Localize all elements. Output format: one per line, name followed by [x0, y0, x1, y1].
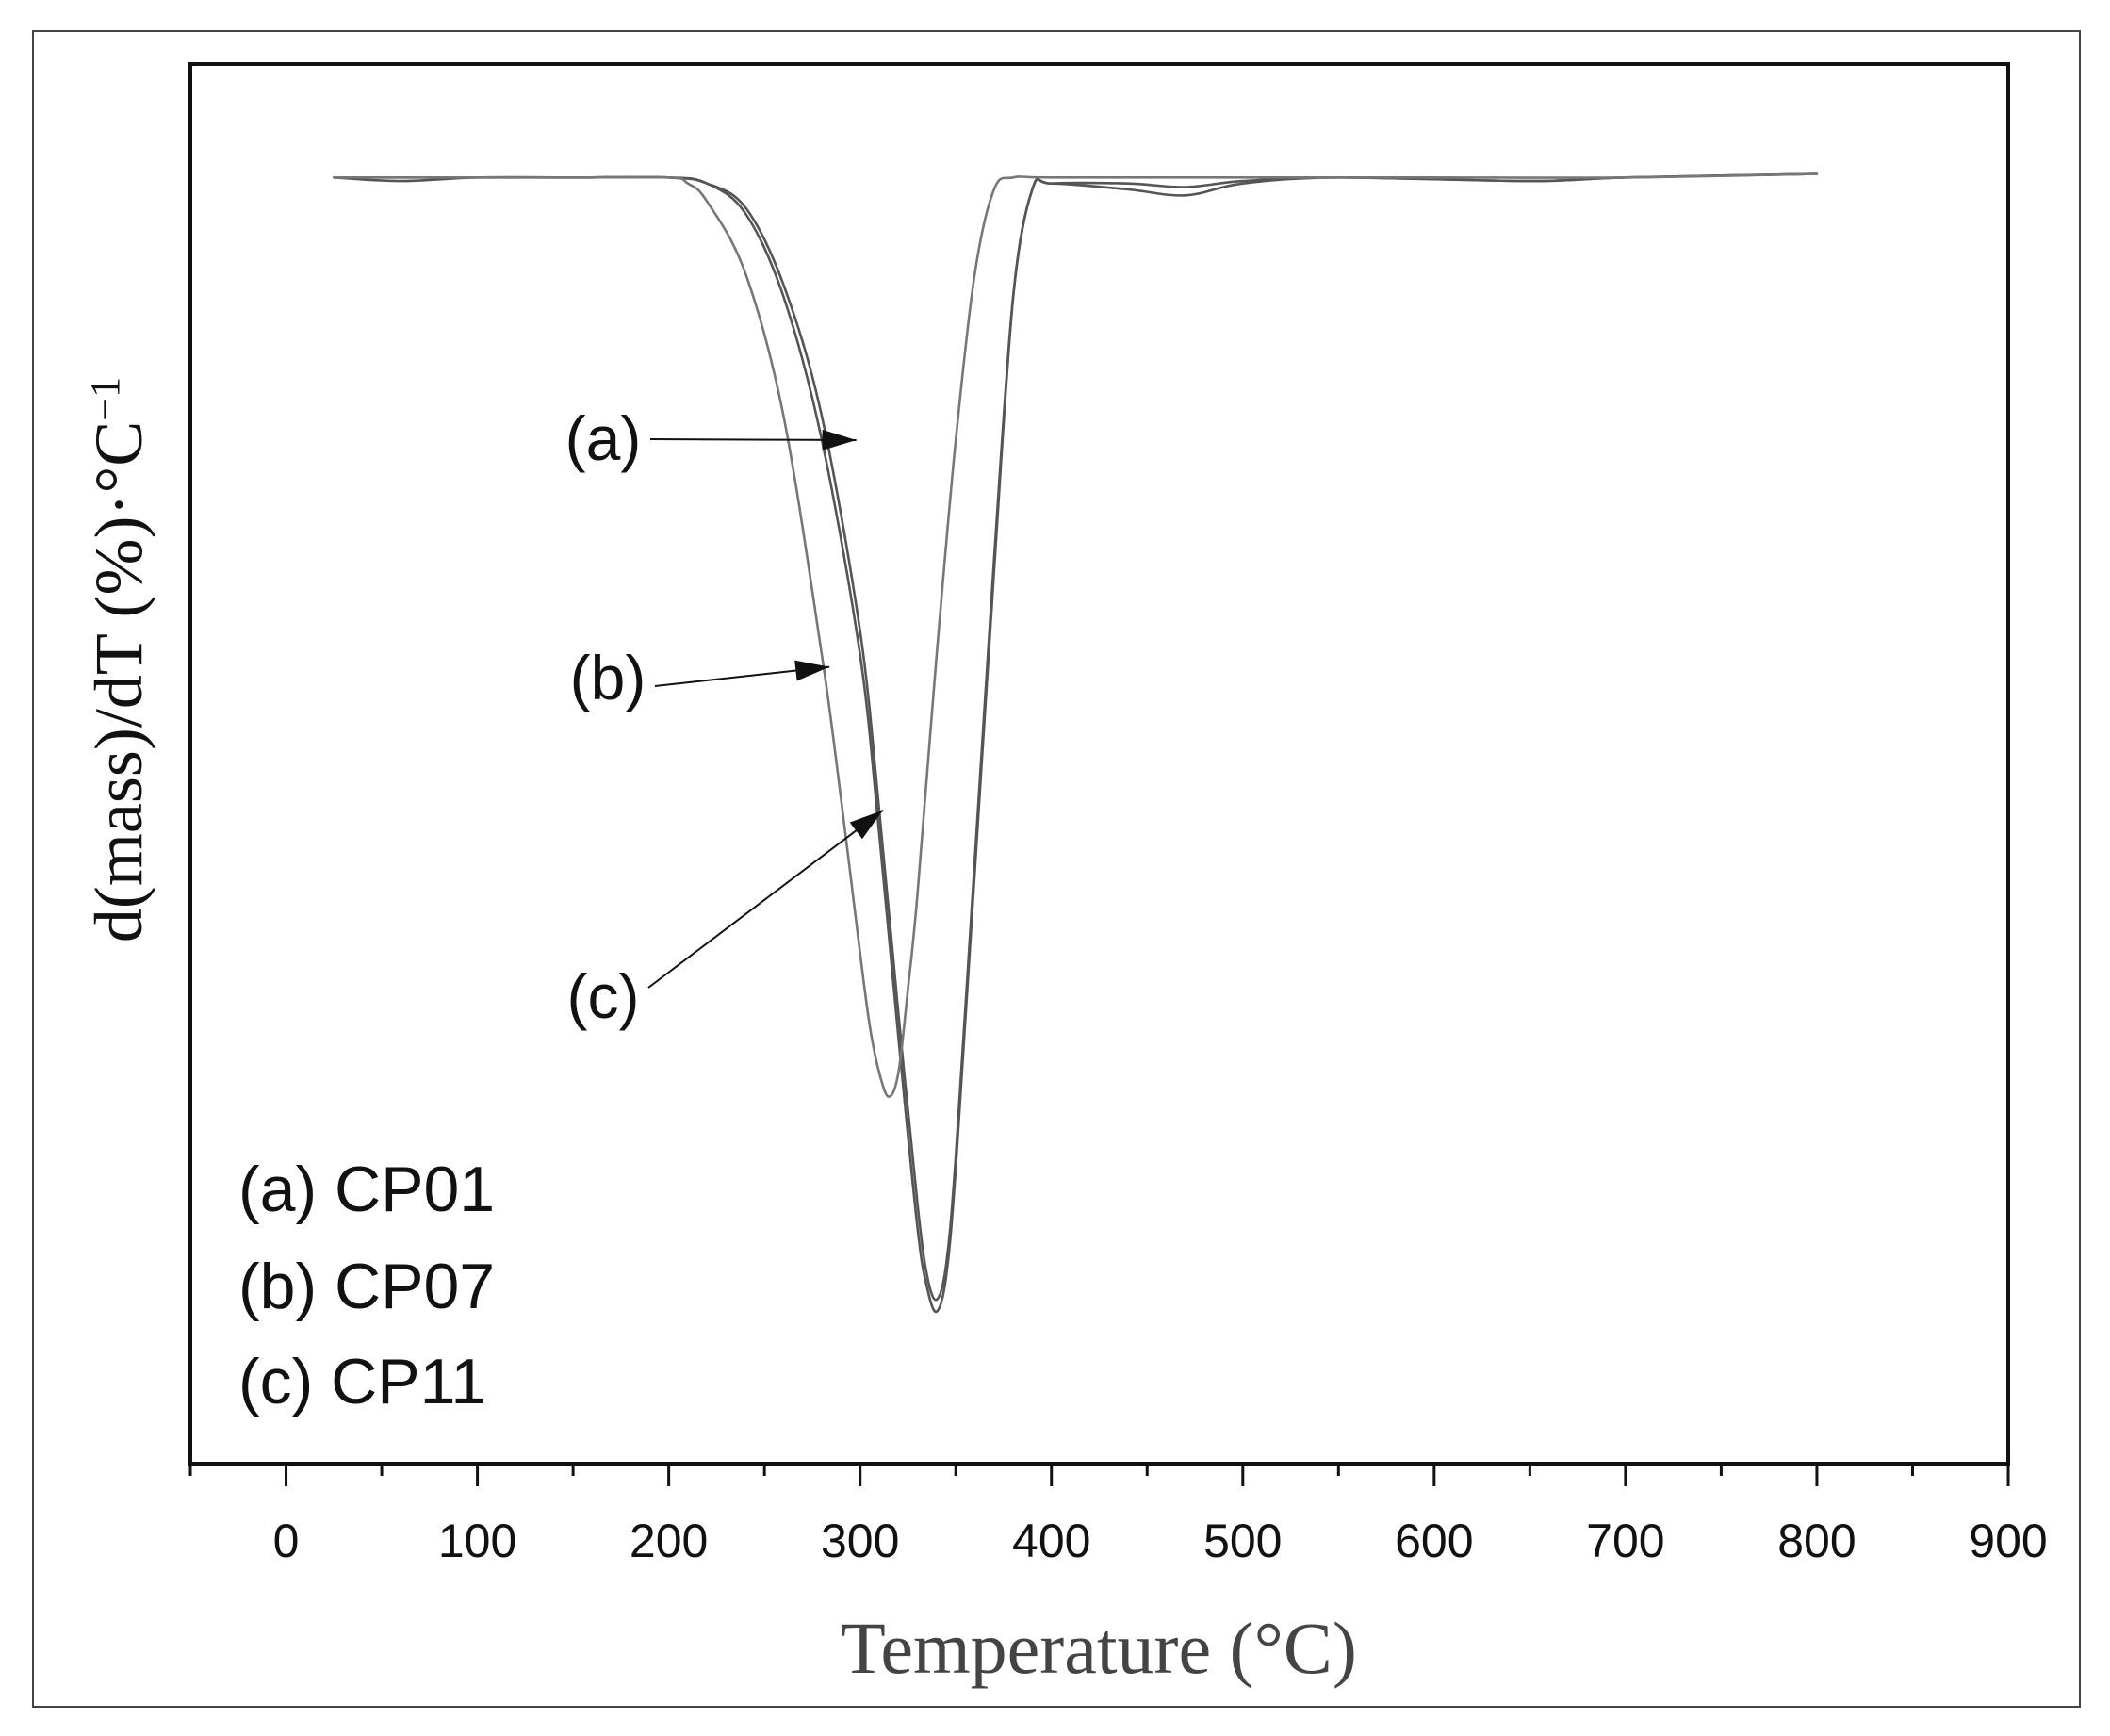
y-axis-title: d(mass)/dT (%)·°C−1 [81, 377, 156, 942]
y-axis-title-superscript: −1 [82, 377, 128, 421]
annotation-layer: (a) (b) (c) [565, 403, 884, 1031]
annotation-arrowhead [794, 660, 830, 681]
annotation-label: (a) [565, 403, 642, 473]
annotation-arrow-line [647, 809, 884, 989]
x-tick-label: 600 [1395, 1515, 1473, 1567]
x-tick-label: 100 [438, 1515, 516, 1567]
legend-entry-cp11: (c) CP11 [238, 1346, 486, 1417]
x-tick-label: 400 [1012, 1515, 1090, 1567]
annotation-arrowhead [822, 429, 857, 450]
x-tick-label: 200 [630, 1515, 708, 1567]
legend-entry-cp01: (a) CP01 [238, 1154, 495, 1225]
y-axis-title-main: d(mass)/dT (%)·°C [81, 421, 156, 942]
x-tick-label: 0 [273, 1515, 300, 1567]
series-line-2 [333, 172, 1819, 1302]
legend-entry-cp07: (b) CP07 [238, 1251, 495, 1322]
annotation-label: (b) [570, 643, 646, 712]
x-tick-label: 800 [1777, 1515, 1856, 1567]
x-axis: 0 100 200 300 400 500 600 700 800 900 [188, 1464, 2048, 1567]
legend: (a) CP01 (b) CP07 (c) CP11 [238, 1154, 495, 1417]
annotation-arrowhead [849, 810, 884, 840]
annotation-arrow-line [649, 438, 857, 441]
series-layer [333, 172, 1819, 1314]
x-tick-label: 700 [1586, 1515, 1664, 1567]
series-line-3 [333, 172, 1819, 1098]
x-tick-label: 300 [821, 1515, 899, 1567]
series-line-1 [333, 172, 1819, 1314]
plot-frame [188, 62, 2010, 1466]
x-axis-title: Temperature (°C) [841, 1607, 1357, 1689]
annotation-label: (c) [567, 961, 640, 1031]
x-tick-label: 500 [1203, 1515, 1282, 1567]
x-tick-label: 900 [1969, 1515, 2047, 1567]
figure-border [32, 30, 2081, 1708]
